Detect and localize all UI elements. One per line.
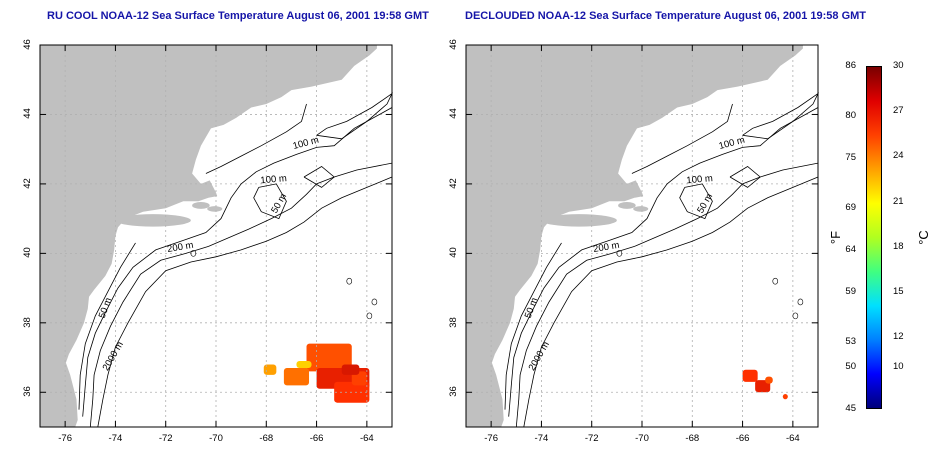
x-tick-label: -68 [685,433,700,444]
sst-patch [765,376,773,384]
sst-map-raw: 100 m 100 m 50 m 200 m 50 m 2000 m [39,44,394,428]
x-tick-label: -70 [635,433,649,444]
contour-label: 100 m [686,173,713,186]
colorbar-f-tick: 80 [845,110,856,122]
colorbar-celsius-label: °C [915,230,931,245]
sst-patch [755,380,771,393]
isobath-contour [89,162,393,428]
y-tick-label: 38 [21,317,33,328]
colorbar-c-tick: 21 [893,195,904,207]
colorbar-c-tick: 12 [893,331,904,343]
contour-label: 200 m [166,240,194,255]
isobath-contour [303,166,335,188]
y-tick-label: 44 [447,108,459,120]
colorbar-c-tick: 24 [893,150,904,162]
island [207,206,223,212]
colorbar-c-tick: 10 [893,361,904,373]
colorbar-f-tick: 69 [845,202,856,214]
y-tick-label: 44 [21,108,33,120]
contour-loop [797,298,804,306]
y-tick-label: 40 [447,247,459,259]
colorbar-c-tick: 15 [893,285,904,297]
contour-loop [190,250,197,257]
sst-patch [283,367,310,386]
island [618,201,636,209]
x-tick-label: -64 [785,433,800,444]
y-tick-label: 38 [447,317,459,328]
land-mass [466,45,803,427]
panel-title-right: DECLOUDED NOAA-12 Sea Surface Temperatur… [465,10,867,22]
land-mass [40,45,377,427]
isobath-contour [515,162,819,428]
isobath-contour [504,242,562,410]
contour-loop [371,298,378,306]
sst-map-declouded: 100 m 100 m 50 m 200 m 50 m 2000 m [465,44,820,428]
y-tick-label: 46 [447,39,459,50]
x-tick-label: -66 [309,433,324,444]
y-tick-label: 36 [21,386,33,398]
isobath-contour [508,107,819,417]
colorbar-fahrenheit-label: °F [828,230,844,245]
colorbar-f-tick: 45 [845,403,856,414]
isobath-contour [253,183,287,220]
panel-title-left: RU COOL NOAA-12 Sea Surface Temperature … [47,10,429,22]
x-tick-label: -76 [58,433,73,444]
contour-loop [616,250,623,257]
island [541,214,617,227]
colorbar [866,66,882,409]
colorbar-c-tick: 30 [893,60,904,71]
sst-patch [263,364,277,375]
contour-label: 100 m [260,173,287,186]
y-tick-label: 42 [447,178,459,189]
x-tick-label: -70 [209,433,223,444]
contour-loop [792,312,799,320]
y-tick-label: 42 [21,178,33,189]
isobath-contour [205,103,307,174]
isobath-contour [78,242,136,410]
x-tick-label: -68 [259,433,274,444]
sst-patch [341,364,360,375]
isobath-contour [679,183,713,220]
colorbar-f-tick: 86 [845,60,856,71]
x-tick-label: -76 [484,433,499,444]
x-tick-label: -66 [735,433,750,444]
isobath-contour [631,103,733,174]
sst-patch [742,369,758,382]
island [192,201,210,209]
y-tick-label: 36 [447,386,459,398]
y-tick-label: 46 [21,39,33,50]
contour-loop [772,277,779,285]
colorbar-c-tick: 27 [893,105,904,117]
x-tick-label: -74 [534,433,549,444]
sst-patch [782,394,788,400]
isobath-contour [523,176,819,428]
island [115,214,191,227]
y-tick-label: 40 [21,247,33,259]
colorbar-f-tick: 53 [845,336,856,348]
colorbar-f-tick: 59 [845,285,856,297]
colorbar-c-tick: 18 [893,240,904,252]
island [633,206,649,212]
isobath-contour [729,166,761,188]
sst-patch [306,343,352,372]
sst-patch [296,361,312,368]
colorbar-f-tick: 50 [845,361,856,373]
isobath-contour [97,176,393,428]
x-tick-label: -74 [108,433,123,444]
contour-loop [346,277,353,285]
colorbar-f-tick: 75 [845,152,856,164]
colorbar-f-tick: 64 [845,244,856,256]
isobath-contour [82,107,393,417]
contour-loop [366,312,373,320]
x-tick-label: -72 [584,433,599,444]
x-tick-label: -64 [359,433,374,444]
x-tick-label: -72 [158,433,173,444]
contour-label: 200 m [592,240,620,255]
